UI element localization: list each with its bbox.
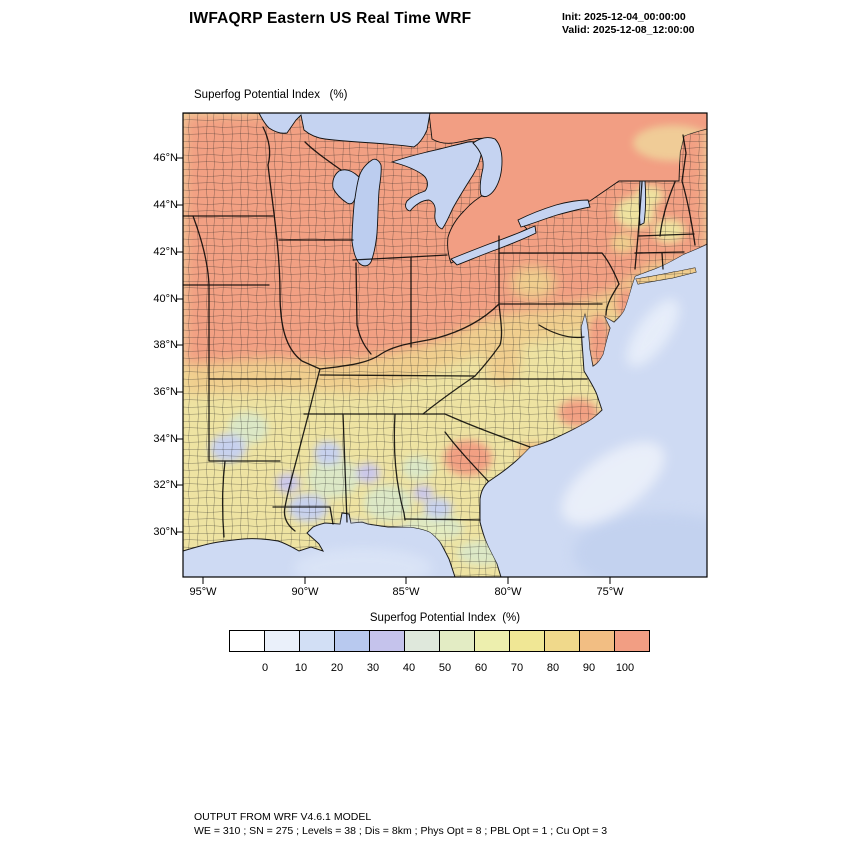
colorbar-tick-label: 60 — [474, 662, 488, 674]
lat-tick-label: 32°N — [153, 479, 178, 491]
axis-ticks — [176, 157, 611, 584]
colorbar-tick-label: 40 — [402, 662, 416, 674]
lon-tick-label: 75°W — [596, 586, 624, 598]
map-canvas — [176, 112, 708, 584]
colorbar-tick-label: 100 — [615, 662, 635, 674]
great-lakes — [258, 112, 647, 267]
init-timestamp: Init: 2025-12-04_00:00:00 — [562, 11, 686, 23]
lon-tick-label: 85°W — [392, 586, 420, 598]
colorbar-swatch — [614, 630, 650, 652]
state-boundaries — [182, 126, 696, 538]
page-title: IWFAQRP Eastern US Real Time WRF — [189, 10, 472, 27]
colorbar-tick-label: 80 — [546, 662, 560, 674]
lake-erie — [450, 225, 537, 266]
map-frame — [182, 112, 708, 578]
lat-tick-label: 30°N — [153, 526, 178, 538]
lake-huron — [390, 141, 483, 230]
lat-tick-label: 38°N — [153, 339, 178, 351]
colorbar-tick-label: 30 — [366, 662, 380, 674]
colorbar-swatch — [439, 630, 475, 652]
ocean-shading — [293, 298, 707, 577]
colorbar-tick-label: 10 — [294, 662, 308, 674]
colorbar-swatch — [404, 630, 440, 652]
colorbar-swatch — [264, 630, 300, 652]
lon-tick-label: 80°W — [494, 586, 522, 598]
field-label: Superfog Potential Index (%) — [194, 89, 348, 101]
colorbar-swatch — [229, 630, 265, 652]
colorbar-title: Superfog Potential Index (%) — [369, 612, 521, 624]
footer-config-line: WE = 310 ; SN = 275 ; Levels = 38 ; Dis … — [194, 825, 608, 837]
colorbar-swatch — [299, 630, 335, 652]
lat-tick-label: 40°N — [153, 293, 178, 305]
colorbar-tick-label: 70 — [510, 662, 524, 674]
colorbar-tick-label: 50 — [438, 662, 452, 674]
lat-tick-label: 34°N — [153, 433, 178, 445]
colorbar-swatch — [544, 630, 580, 652]
lon-tick-label: 90°W — [291, 586, 319, 598]
lat-tick-label: 44°N — [153, 199, 178, 211]
footer-model-line: OUTPUT FROM WRF V4.6.1 MODEL — [194, 811, 372, 823]
colorbar-tick-label: 20 — [330, 662, 344, 674]
lat-tick-label: 46°N — [153, 152, 178, 164]
lon-tick-label: 95°W — [189, 586, 217, 598]
lat-tick-label: 42°N — [153, 246, 178, 258]
colorbar-swatch — [474, 630, 510, 652]
colorbar-swatch — [334, 630, 370, 652]
lake-superior — [258, 112, 431, 148]
colorbar-swatch — [369, 630, 405, 652]
colorbar-swatch — [579, 630, 615, 652]
colorbar-tick-label: 90 — [582, 662, 596, 674]
colorbar — [229, 630, 650, 652]
valid-timestamp: Valid: 2025-12-08_12:00:00 — [562, 24, 695, 36]
colorbar-tick-label: 0 — [261, 662, 269, 674]
georgian-bay — [472, 137, 503, 198]
colorbar-swatch — [509, 630, 545, 652]
lake-ontario — [517, 199, 591, 228]
lat-tick-label: 36°N — [153, 386, 178, 398]
